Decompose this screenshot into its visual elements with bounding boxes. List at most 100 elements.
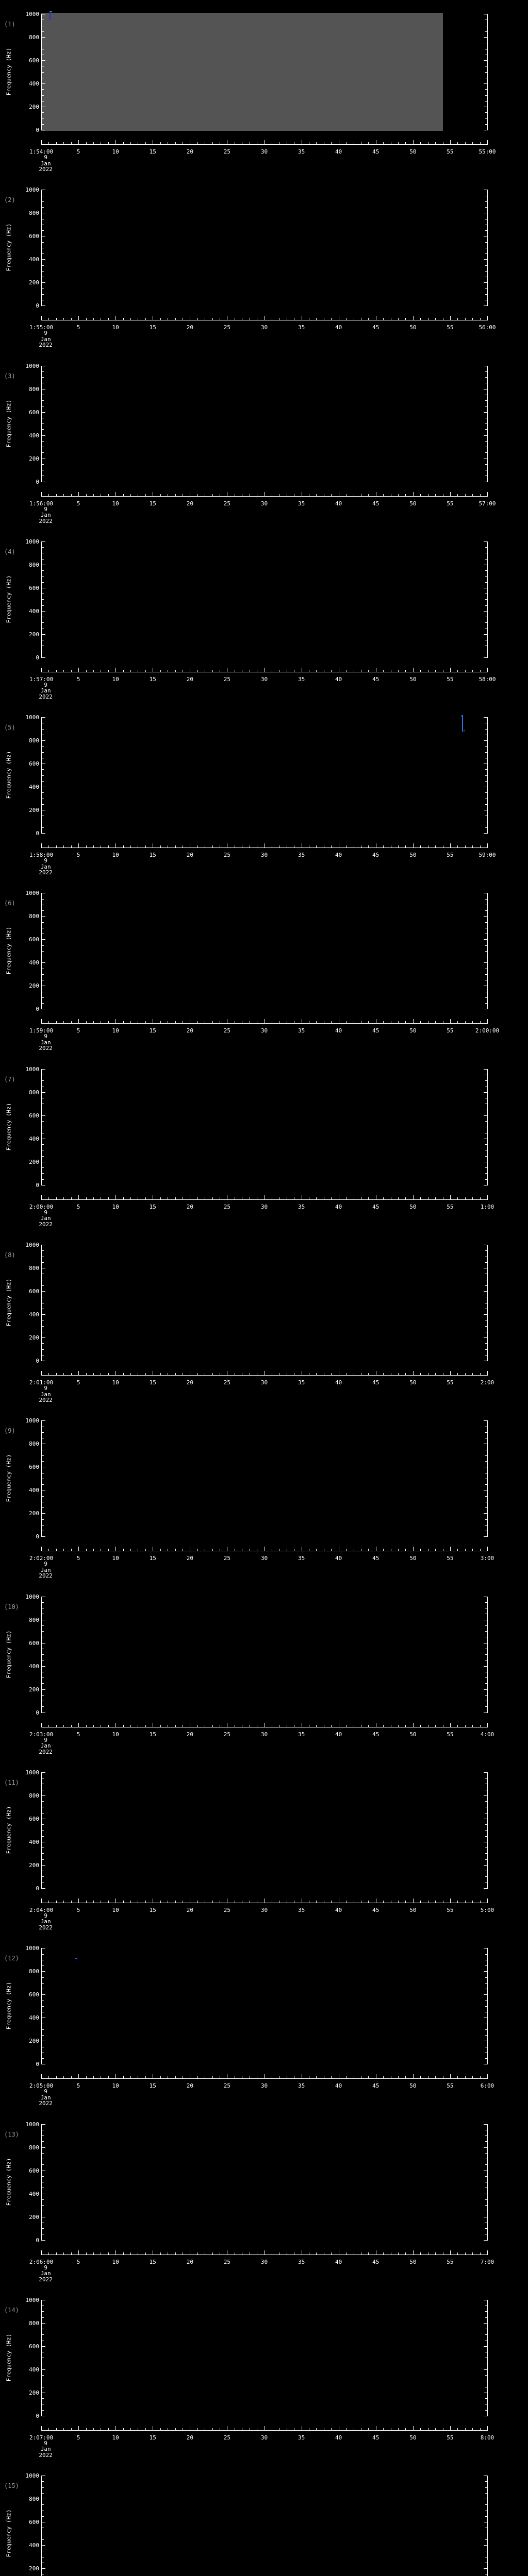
y-tick-label: 600: [29, 1112, 39, 1119]
x-tick: [86, 1900, 87, 1903]
y-tick-right: [485, 792, 487, 793]
y-tick-left: [42, 1689, 45, 1690]
y-tick-label: 600: [29, 409, 39, 416]
x-tick-label: 5: [76, 324, 80, 331]
panel-number-label: (4): [4, 548, 15, 555]
y-tick-right: [485, 1179, 487, 1180]
x-tick: [160, 1197, 161, 1199]
x-tick-label: 55: [447, 1731, 454, 1738]
y-tick-label: 200: [29, 631, 39, 638]
x-tick: [145, 1724, 146, 1727]
x-tick-label: 20: [186, 2082, 193, 2090]
y-tick-right: [484, 1420, 487, 1421]
y-tick-label: 400: [29, 2542, 39, 2549]
x-tick: [93, 1724, 94, 1727]
y-tick-left: [42, 1625, 44, 1626]
y-tick-left: [42, 1772, 45, 1773]
x-end-time-label: 55:00: [478, 148, 496, 155]
x-tick: [435, 1021, 436, 1024]
spectrogram-panel: (5) Frequency (Hz) 1000 800 600 400 200 0 1:58:0…: [0, 703, 528, 879]
x-tick: [212, 1549, 213, 1551]
x-tick: [86, 1197, 87, 1199]
y-tick-left: [42, 1536, 45, 1537]
x-tick-label: 35: [298, 1203, 305, 1210]
x-tick: [56, 2428, 57, 2430]
y-tick-right: [485, 974, 487, 975]
x-tick-label: 50: [409, 1027, 417, 1035]
x-tick: [63, 2252, 64, 2255]
x-tick-label: 20: [186, 1731, 193, 1738]
panel-number-label: (6): [4, 900, 15, 907]
x-start-time-label: 1:57:00: [29, 675, 54, 683]
panel-number-label: (1): [4, 21, 15, 28]
y-tick-label: 400: [29, 1663, 39, 1670]
x-tick: [175, 1549, 176, 1551]
x-tick: [93, 2252, 94, 2255]
x-tick-label: 5: [76, 852, 80, 859]
y-tick-right: [485, 2153, 487, 2154]
y-axis-left: [41, 541, 42, 658]
y-axis-right: [487, 541, 488, 658]
x-tick: [465, 1021, 466, 1024]
y-tick-left: [42, 377, 44, 378]
y-tick-left: [42, 294, 44, 295]
x-tick: [145, 318, 146, 320]
y-tick-left: [42, 1888, 45, 1889]
y-tick-left: [42, 400, 44, 401]
y-tick-right: [485, 1876, 487, 1877]
x-tick: [465, 494, 466, 496]
x-tick-label: 25: [223, 1731, 231, 1738]
y-axis-left: [41, 1948, 42, 2065]
x-tick: [78, 2074, 79, 2079]
x-axis-line: [41, 1023, 488, 1024]
x-end-time-label: 8:00: [480, 2434, 494, 2441]
x-tick: [435, 1724, 436, 1727]
x-tick-label: 5: [76, 1731, 80, 1738]
x-tick: [398, 1021, 399, 1024]
y-tick-left: [42, 429, 44, 430]
x-tick: [63, 1724, 64, 1727]
y-tick-right: [485, 1432, 487, 1433]
y-tick-right: [485, 582, 487, 583]
x-tick-label: 45: [372, 2434, 380, 2441]
y-tick-label: 600: [29, 2519, 39, 2526]
x-tick-label: 55: [447, 852, 454, 859]
x-tick-label: 50: [409, 148, 417, 155]
y-tick-right: [485, 72, 487, 73]
y-tick-right: [484, 83, 487, 84]
x-tick-label: 10: [112, 1203, 119, 1210]
y-tick-right: [485, 775, 487, 776]
y-tick-right: [484, 2323, 487, 2324]
x-tick: [145, 1549, 146, 1551]
x-end-time-label: 59:00: [478, 852, 496, 859]
y-tick-label: 400: [29, 607, 39, 615]
x-tick: [123, 318, 124, 320]
x-tick: [63, 318, 64, 320]
x-tick: [368, 494, 369, 496]
y-tick-right: [485, 2006, 487, 2007]
x-tick: [465, 318, 466, 320]
x-tick-label: 35: [298, 1555, 305, 1562]
x-tick: [435, 669, 436, 672]
x-tick-label: 30: [260, 1555, 268, 1562]
x-tick: [93, 318, 94, 320]
x-tick-label: 15: [149, 852, 156, 859]
y-tick-label: 0: [36, 1181, 39, 1189]
x-tick: [398, 142, 399, 144]
y-tick-left: [42, 1314, 45, 1315]
x-tick: [63, 2428, 64, 2430]
y-tick-right: [485, 945, 487, 946]
x-end-time-label: 5:00: [480, 1906, 494, 1913]
x-tick: [175, 142, 176, 144]
y-axis-right: [487, 1069, 488, 1185]
y-tick-left: [42, 1156, 44, 1157]
y-tick-right: [485, 2176, 487, 2177]
x-tick: [78, 140, 79, 144]
y-tick-right: [485, 95, 487, 96]
x-tick: [398, 1197, 399, 1199]
y-axis-left: [41, 2476, 42, 2576]
y-tick-label: 600: [29, 1639, 39, 1647]
y-tick-label: 0: [36, 478, 39, 485]
x-tick: [480, 1900, 481, 1903]
y-tick-right: [485, 1812, 487, 1814]
